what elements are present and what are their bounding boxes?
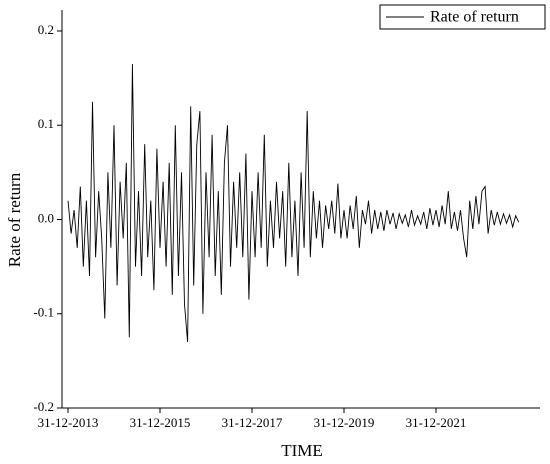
y-tick-label: 0.0: [38, 210, 54, 225]
y-tick-label: 0.1: [38, 116, 54, 131]
x-tick-label: 31-12-2013: [38, 415, 99, 430]
x-axis-title: TIME: [281, 441, 323, 460]
y-tick-label: -0.1: [33, 305, 54, 320]
x-tick-label: 31-12-2019: [314, 415, 375, 430]
y-axis-title: Rate of return: [5, 172, 24, 267]
legend-label: Rate of return: [430, 9, 519, 26]
series-line: [67, 63, 520, 343]
y-tick-label: -0.2: [33, 399, 54, 414]
x-tick-label: 31-12-2015: [130, 415, 191, 430]
y-tick-label: 0.2: [38, 22, 54, 37]
x-tick-label: 31-12-2017: [222, 415, 283, 430]
x-tick-label: 31-12-2021: [406, 415, 467, 430]
